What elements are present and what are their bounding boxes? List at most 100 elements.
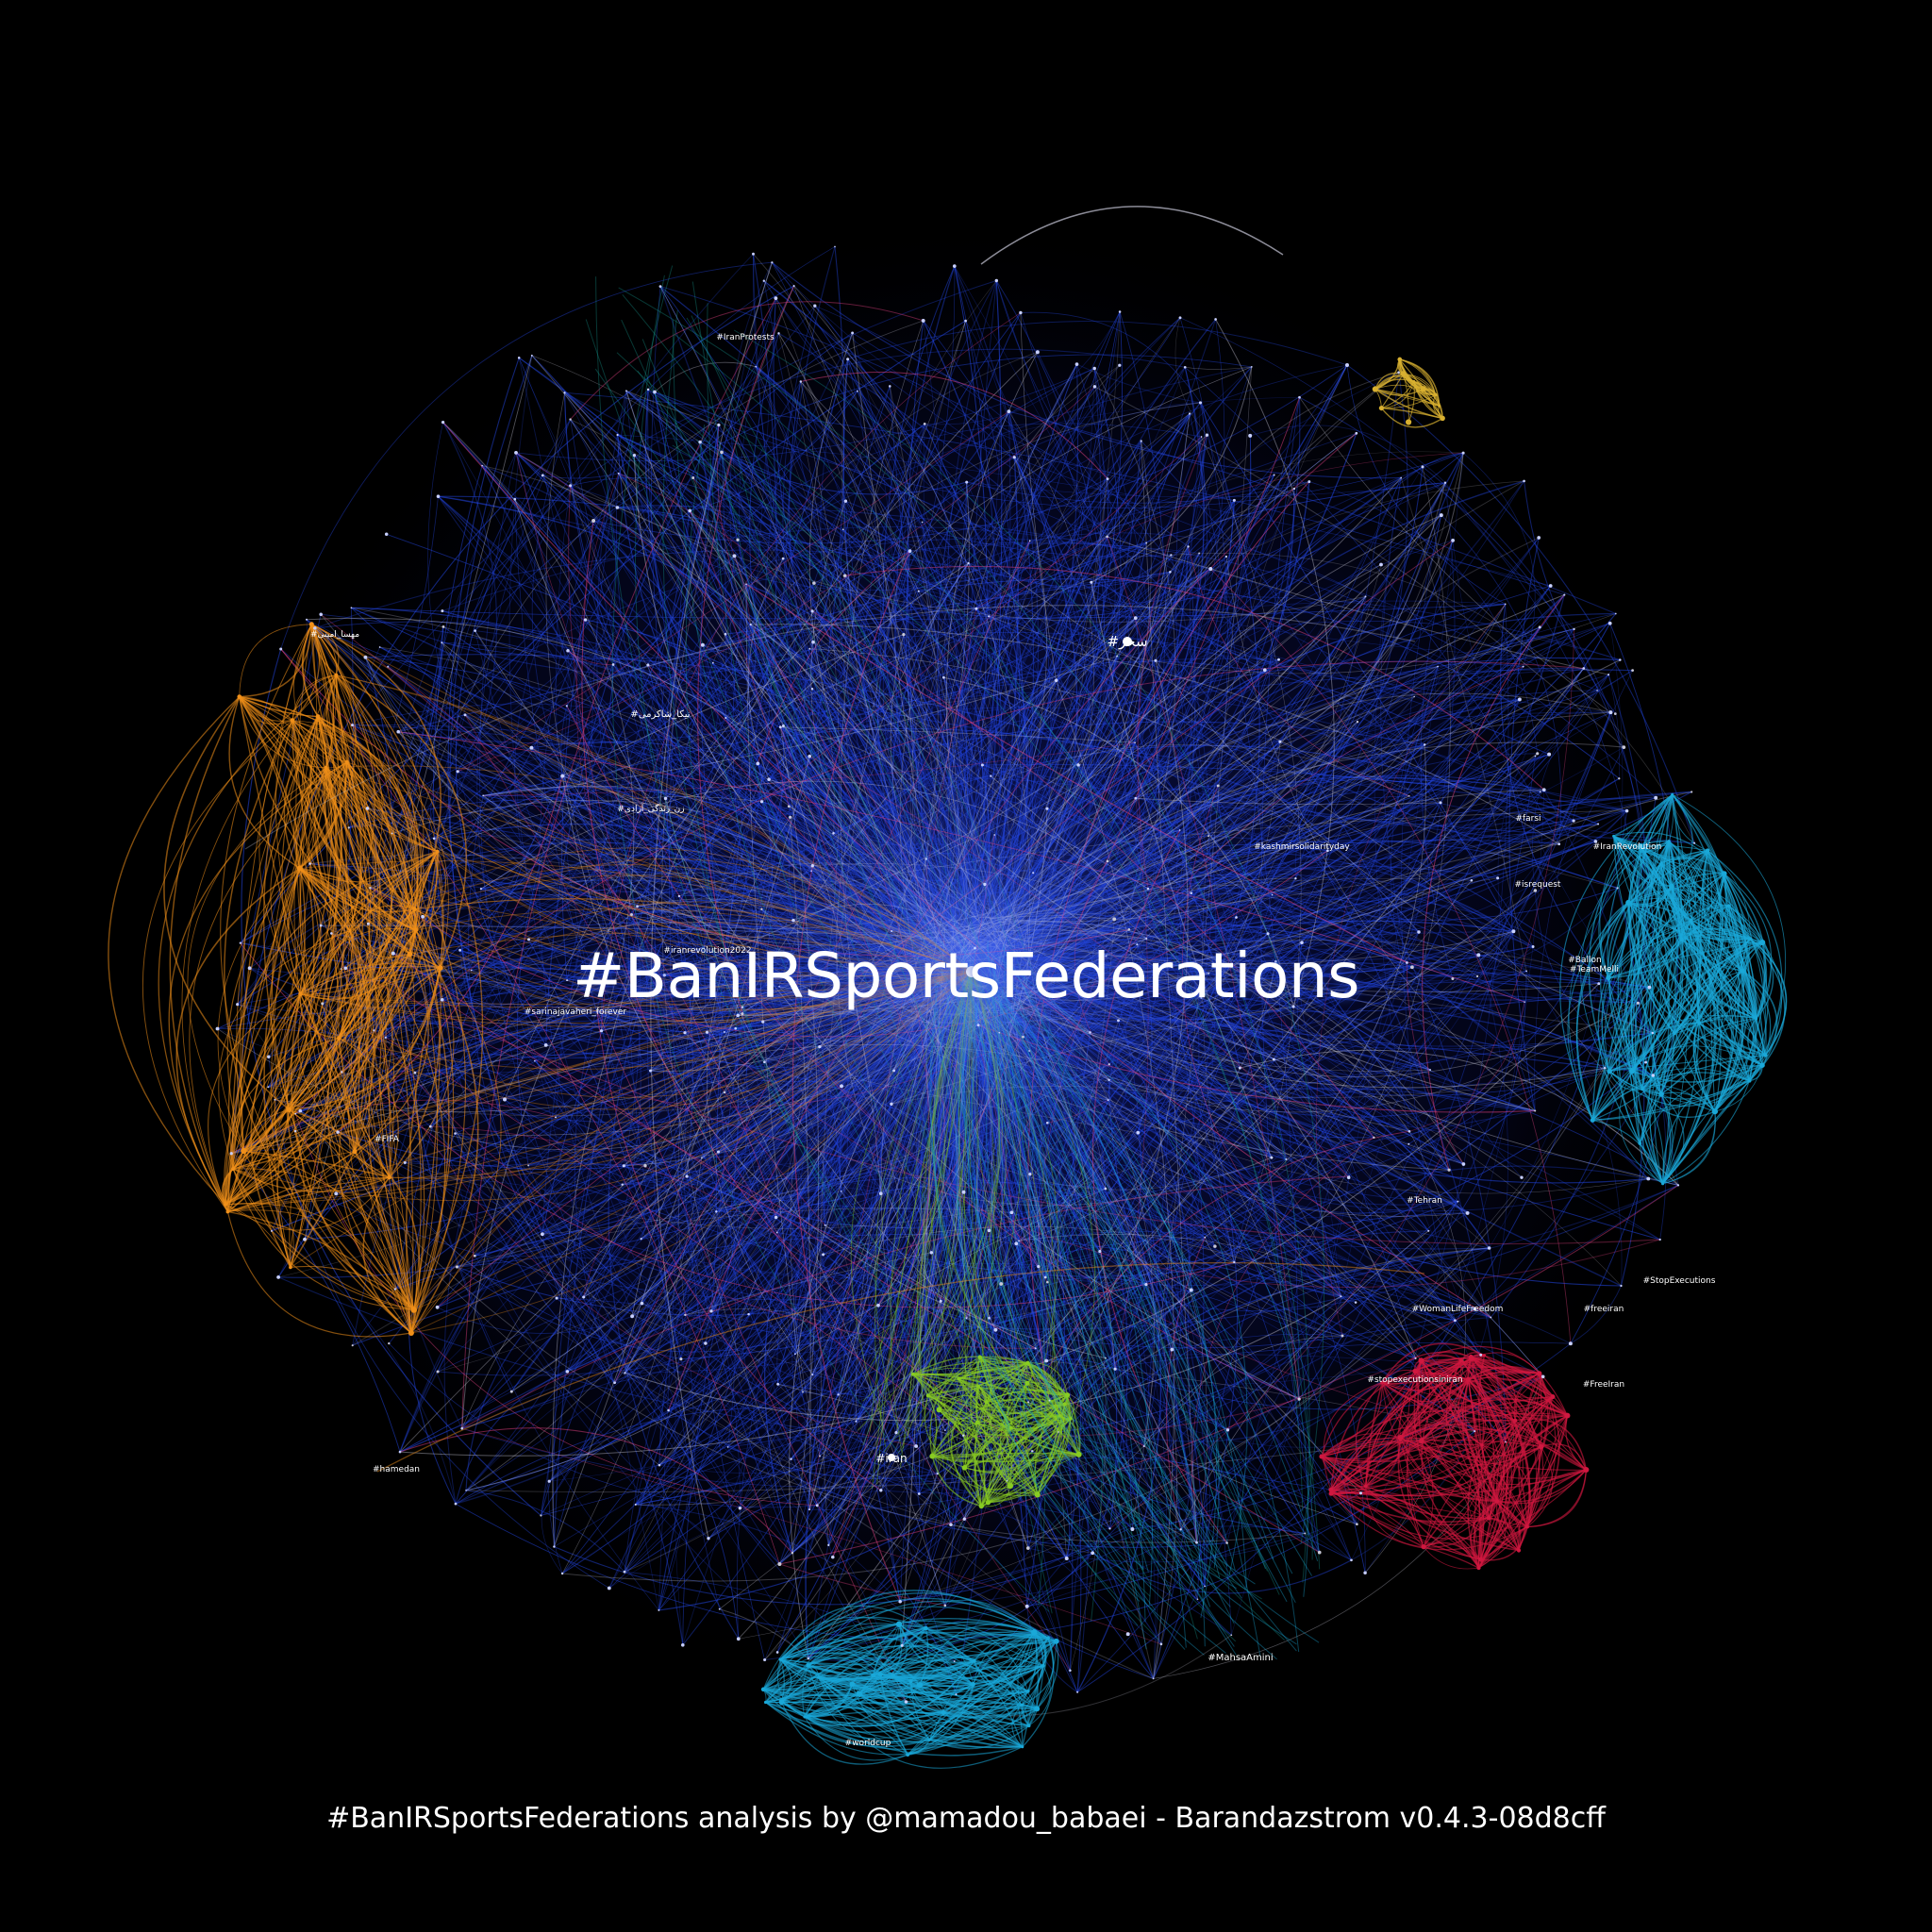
network-node: [1624, 808, 1629, 813]
network-edge: [429, 679, 1057, 1127]
network-node: [334, 673, 339, 677]
network-edge: [1091, 1552, 1352, 1594]
network-node: [811, 1374, 814, 1376]
network-node: [822, 1253, 825, 1257]
network-node: [824, 1224, 826, 1226]
network-node: [819, 1455, 821, 1457]
network-edge: [776, 1231, 1300, 1400]
network-node: [555, 1116, 557, 1119]
network-node: [560, 774, 565, 778]
network-edge: [370, 887, 741, 1508]
network-node: [792, 285, 795, 288]
network-node: [267, 1055, 271, 1059]
network-edge: [1401, 515, 1456, 1321]
network-edge: [1019, 1231, 1491, 1318]
network-edge: [455, 475, 547, 1046]
network-node: [1104, 1187, 1108, 1191]
network-node: [1106, 535, 1108, 539]
network-node: [1113, 1367, 1117, 1371]
network-edge: [654, 297, 793, 1554]
network-node: [1277, 658, 1280, 661]
network-edge: [686, 1175, 957, 1695]
network-edge: [704, 368, 1095, 1033]
network-edge: [1058, 1431, 1361, 1494]
network-node: [298, 1108, 303, 1113]
network-node: [724, 716, 727, 720]
network-edge: [631, 914, 813, 1375]
network-node: [1233, 1260, 1236, 1264]
network-node: [303, 1237, 307, 1241]
network-node: [1429, 1069, 1432, 1072]
network-edge: [768, 364, 1348, 780]
network-node: [1198, 552, 1201, 555]
network-node: [224, 1202, 228, 1207]
network-node: [1372, 386, 1378, 392]
network-edge: [230, 1153, 401, 1453]
network-edge: [534, 1060, 1475, 1349]
network-edge: [1341, 820, 1574, 1297]
network-node: [1573, 627, 1575, 631]
network-node: [1550, 1394, 1556, 1400]
network-node: [1658, 1238, 1661, 1241]
network-node: [1511, 929, 1516, 934]
network-edge: [1180, 1335, 1343, 1530]
network-node: [891, 929, 893, 933]
network-node: [1400, 476, 1403, 479]
network-node: [479, 888, 483, 891]
network-edge: [646, 510, 721, 1609]
network-edge: [237, 583, 747, 1005]
network-node: [939, 1299, 942, 1303]
network-edge: [668, 1409, 1227, 1548]
network-edge: [392, 610, 813, 954]
network-node: [1490, 1316, 1492, 1319]
network-edge: [475, 1184, 623, 1257]
network-node: [384, 1036, 387, 1039]
network-node: [949, 1523, 953, 1526]
network-node: [563, 391, 566, 394]
network-node: [1465, 1376, 1472, 1382]
network-node: [1328, 1491, 1334, 1496]
network-node: [225, 1209, 230, 1214]
network-edge: [632, 363, 1077, 993]
network-edge: [1076, 756, 1536, 1693]
network-node: [916, 1682, 924, 1689]
network-node: [1438, 404, 1441, 408]
network-edge: [1380, 477, 1407, 963]
network-node: [1021, 1745, 1024, 1749]
network-node: [336, 1130, 340, 1134]
node-label: #مهسا_امینی: [310, 630, 359, 640]
network-node: [970, 1682, 975, 1687]
network-node: [1671, 792, 1674, 796]
network-node: [530, 354, 533, 357]
network-node: [1494, 1499, 1499, 1504]
network-edge: [387, 348, 1186, 668]
network-edge: [811, 610, 1079, 766]
network-node: [1763, 1053, 1768, 1058]
network-edge: [479, 452, 907, 1703]
network-node: [723, 1091, 726, 1094]
network-node: [977, 1355, 982, 1359]
network-node: [1451, 539, 1455, 542]
network-edge: [903, 266, 956, 635]
network-node: [565, 705, 568, 708]
network-node: [732, 554, 737, 558]
network-edge: [827, 1329, 996, 1546]
network-edge: [730, 261, 814, 643]
network-node: [1117, 1019, 1120, 1023]
network-node: [1421, 465, 1424, 469]
network-node: [1373, 1136, 1375, 1140]
network-node: [410, 1307, 417, 1313]
network-node: [616, 433, 619, 437]
network-edge: [1206, 435, 1498, 879]
network-node: [1292, 487, 1296, 491]
network-node: [465, 1490, 467, 1491]
network-node: [393, 1288, 397, 1291]
network-edge: [701, 386, 891, 1158]
network-edge: [608, 763, 758, 1640]
network-edge: [777, 1353, 796, 1385]
network-edge: [352, 724, 812, 872]
network-node: [1607, 1068, 1612, 1074]
network-edge: [845, 500, 1172, 558]
network-node: [1412, 1368, 1418, 1374]
network-node: [1420, 386, 1426, 392]
